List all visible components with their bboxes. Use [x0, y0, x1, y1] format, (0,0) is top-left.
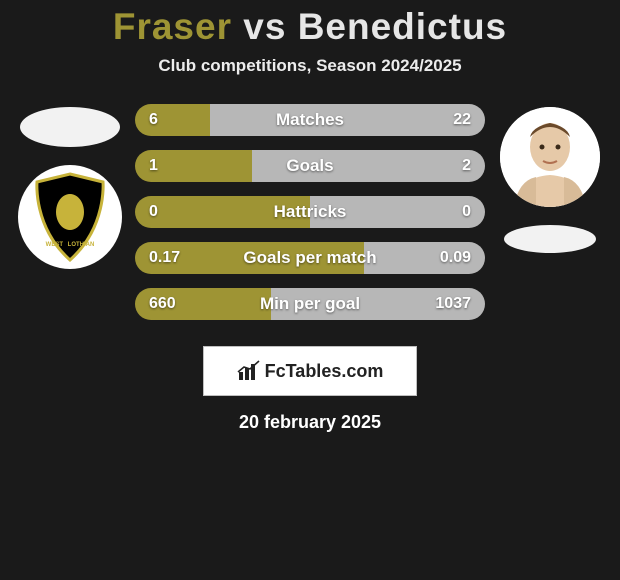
stat-bar-right	[252, 150, 485, 182]
player1-club-badge: WEST LOTHIAN	[18, 165, 122, 269]
brand-logo: FcTables.com	[203, 346, 417, 396]
stat-bars: 622Matches 12Goals 00Hattricks 0.170.09Goal…	[135, 104, 485, 320]
bar-chart-icon	[237, 360, 261, 382]
stat-bar-right	[364, 242, 485, 274]
stat-row: 622Matches	[135, 104, 485, 136]
stat-bar-right	[271, 288, 485, 320]
brand-text: FcTables.com	[265, 361, 384, 382]
player1-photo-placeholder	[20, 107, 120, 147]
shield-icon: WEST LOTHIAN	[31, 172, 109, 262]
stat-row: 12Goals	[135, 150, 485, 182]
stat-bar-right	[210, 104, 485, 136]
avatar-icon	[500, 107, 600, 207]
stat-row: 00Hattricks	[135, 196, 485, 228]
player1-column: WEST LOTHIAN	[14, 107, 126, 269]
stat-bar-left	[135, 196, 310, 228]
stat-bar-right	[310, 196, 485, 228]
stat-bar-left	[135, 150, 252, 182]
date-text: 20 february 2025	[0, 412, 620, 433]
player2-photo	[500, 107, 600, 207]
stat-row: 6601037Min per goal	[135, 288, 485, 320]
stat-bar-left	[135, 242, 364, 274]
comparison-content: WEST LOTHIAN 622Matches12Goals00Hattrick	[0, 104, 620, 320]
stat-row: 0.170.09Goals per match	[135, 242, 485, 274]
stat-bar-left	[135, 288, 271, 320]
page-title: Fraser vs Benedictus	[0, 0, 620, 48]
svg-text:WEST LOTHIAN: WEST LOTHIAN	[46, 242, 95, 248]
player2-club-placeholder	[504, 225, 596, 253]
subtitle: Club competitions, Season 2024/2025	[0, 56, 620, 76]
player2-column	[494, 107, 606, 253]
stat-bar-left	[135, 104, 210, 136]
